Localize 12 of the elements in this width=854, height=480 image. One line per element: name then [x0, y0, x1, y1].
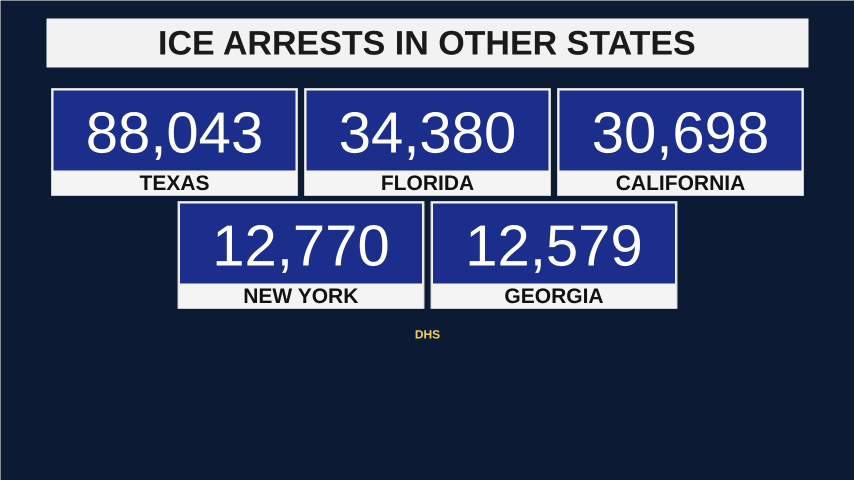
- text: DHS: [414, 328, 440, 342]
- category-label: NEW YORK: [243, 285, 358, 308]
- category-label: CALIFORNIA: [616, 172, 746, 195]
- category-label: TEXAS: [139, 172, 210, 195]
- data-label: 88,043: [86, 100, 264, 166]
- data-label: 34,380: [338, 100, 516, 166]
- category-label: GEORGIA: [504, 285, 604, 308]
- data-label: 12,579: [465, 214, 643, 278]
- text: ICE ARRESTS IN OTHER STATES: [158, 24, 696, 62]
- data-label: 12,770: [212, 214, 390, 278]
- data-label: 30,698: [592, 100, 770, 166]
- category-label: FLORIDA: [380, 172, 474, 195]
